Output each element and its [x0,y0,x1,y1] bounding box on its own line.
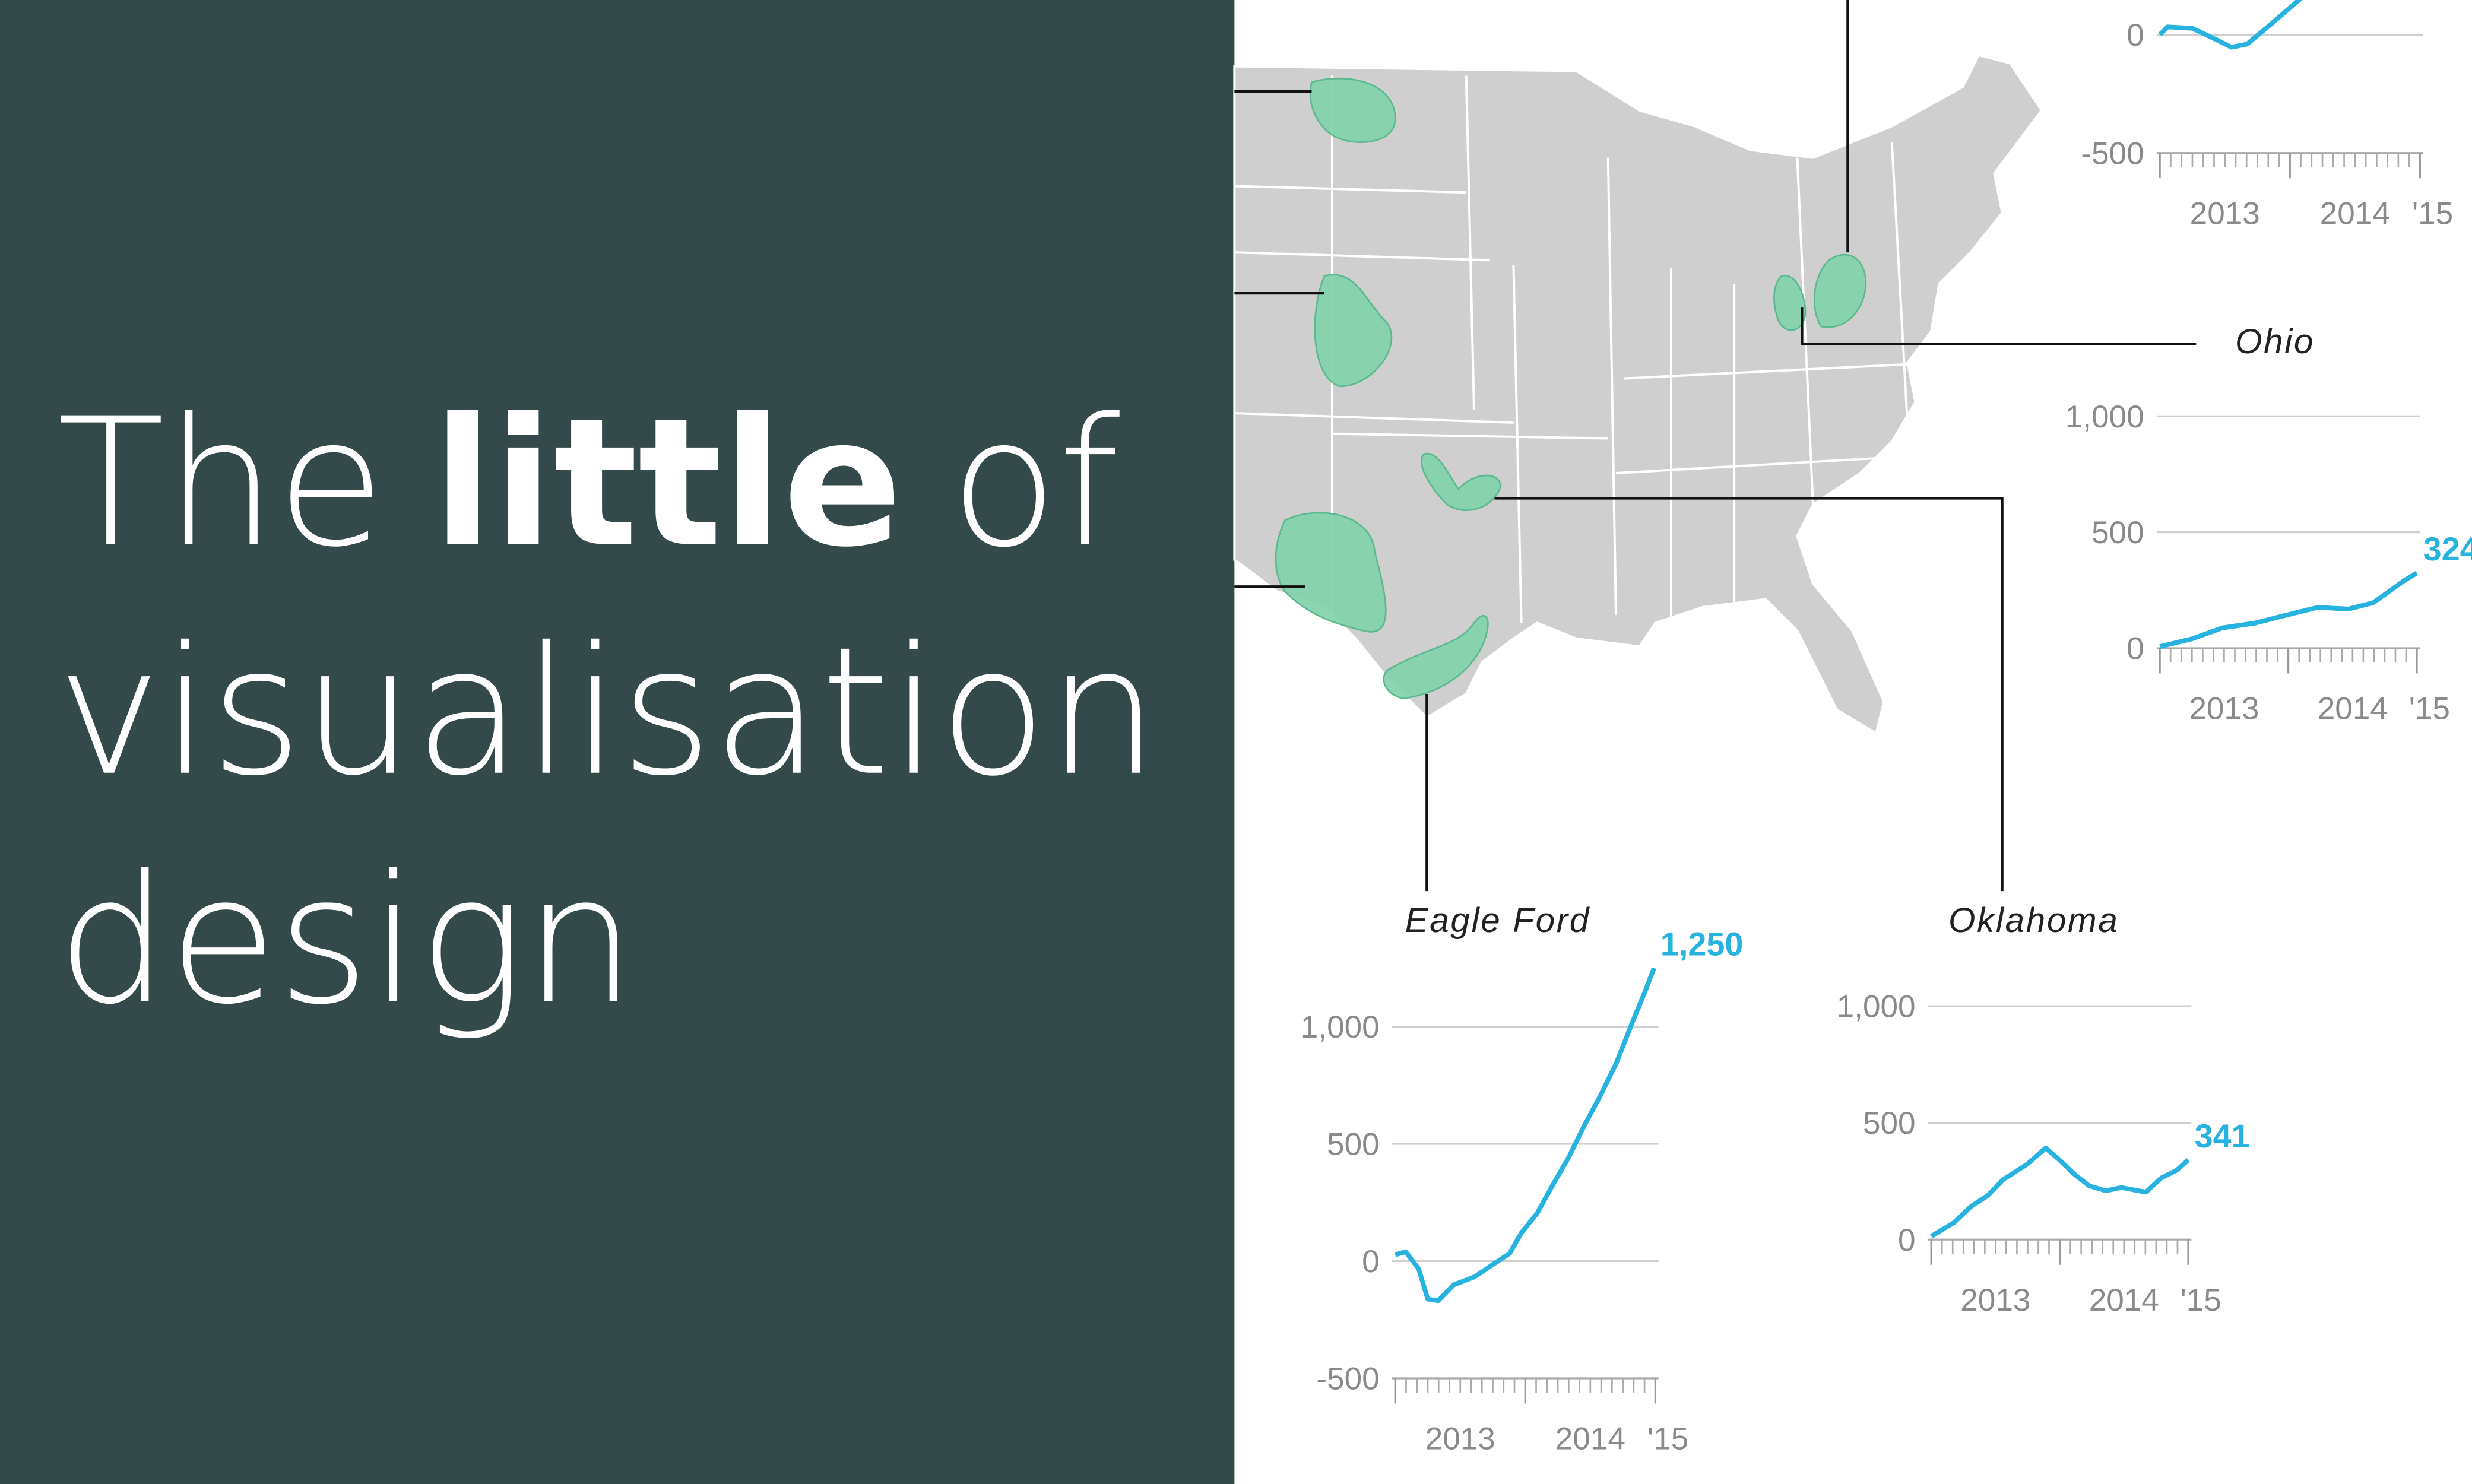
x-tick-label: '15 [2181,1283,2221,1318]
y-tick-label: 0 [2126,18,2144,53]
leader-lines [1234,0,2197,892]
x-tick-label: 2014 [2089,1283,2159,1318]
shale-regions [1275,77,1867,700]
y-tick-label: 1,000 [1837,990,1916,1025]
y-tick-label: 500 [2091,515,2144,550]
y-tick-label: -500 [2081,136,2144,171]
data-line [1395,967,1656,1304]
x-tick-label: 2013 [1960,1283,2030,1318]
chart-title: Oklahoma [1948,901,2119,940]
y-tick-label: 0 [2126,632,2144,667]
data-line [1930,1146,2190,1239]
x-tick-label: 2013 [2190,196,2260,231]
heading-word: of [950,381,1121,586]
chart-title: Ohio [2235,322,2315,361]
chart-title: Eagle Ford [1405,901,1590,940]
y-tick-label: 0 [1898,1223,1916,1258]
us-map [1233,53,2043,735]
data-line [2159,570,2419,649]
end-value-label: 1,250 [1660,926,1744,963]
y-tick-label: 1,000 [1301,1010,1380,1045]
x-tick-label: 2014 [2318,691,2388,726]
heading-line3: design [57,838,636,1044]
x-tick-label: 2014 [2320,196,2390,231]
heading-bold-word: little [432,381,902,586]
x-tick-label: 2013 [1425,1422,1495,1457]
x-tick-label: 2013 [2189,691,2259,726]
x-tick-label: 2014 [1555,1422,1625,1457]
heading-line2: visualisation [57,610,1159,815]
y-tick-label: 500 [1327,1127,1380,1162]
x-tick-label: '15 [2412,196,2453,231]
end-value-label: 341 [2195,1118,2250,1155]
y-tick-label: -500 [1316,1362,1379,1397]
map [1233,0,2197,892]
heading-line1: The little of [57,381,1121,586]
y-tick-label: 1,000 [2065,399,2144,435]
y-tick-label: 0 [1362,1244,1380,1279]
left-panel [0,0,1235,1484]
x-tick-label: '15 [2409,691,2450,726]
heading-word: The [57,381,385,586]
data-line [2158,0,2303,50]
y-tick-label: 500 [1863,1106,1916,1141]
state-borders [1234,75,1939,623]
end-value-label: 324 [2423,531,2472,567]
x-tick-label: '15 [1647,1422,1688,1457]
